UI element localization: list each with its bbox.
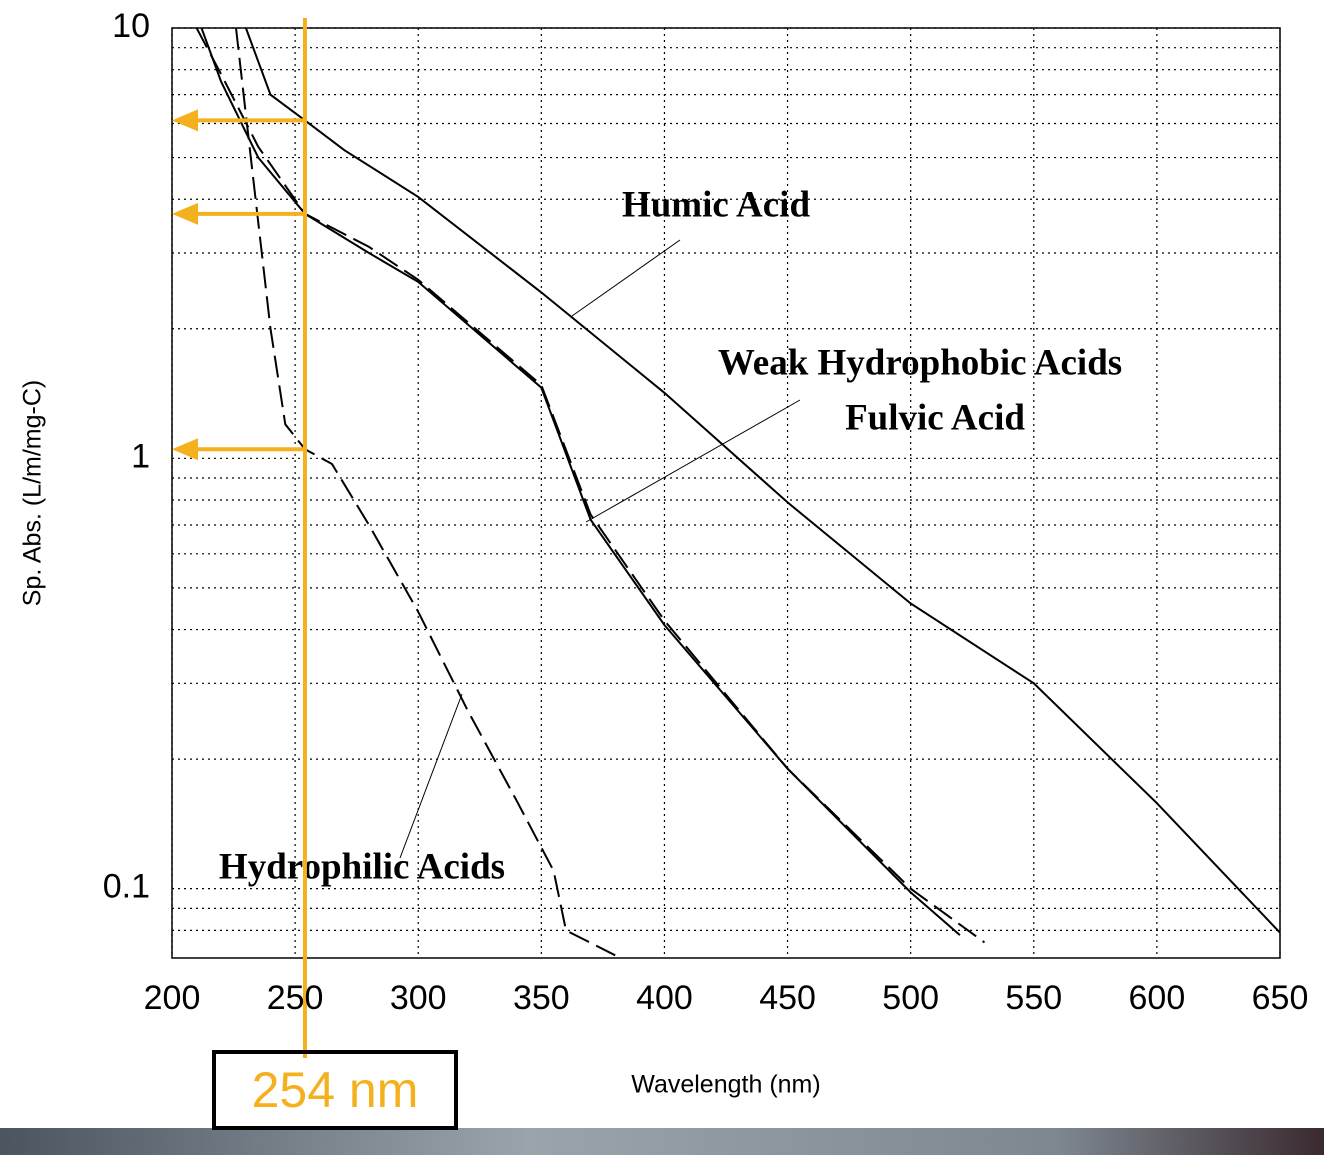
grid <box>171 27 1281 958</box>
series-label: Fulvic Acid <box>845 397 1025 438</box>
x-tick-label: 550 <box>1005 979 1062 1017</box>
marker <box>172 18 307 1058</box>
marker-arrowhead <box>172 202 198 225</box>
series-label: Weak Hydrophobic Acids <box>718 342 1122 383</box>
x-tick-label: 500 <box>882 979 939 1017</box>
series-label: Humic Acid <box>622 184 811 225</box>
x-tick-label: 200 <box>144 979 201 1017</box>
pointer <box>571 239 681 317</box>
x-tick-label: 650 <box>1252 979 1309 1017</box>
x-tick-label: 350 <box>513 979 570 1017</box>
series-line <box>235 28 616 957</box>
marker-arrowhead <box>172 438 198 461</box>
marker-label: 254 nm <box>252 1062 419 1118</box>
series-label: Hydrophilic Acids <box>219 846 505 887</box>
y-tick-label: 0.1 <box>103 868 150 906</box>
curves <box>195 28 1280 957</box>
plot-frame <box>171 27 1281 959</box>
marker-box <box>212 1050 458 1130</box>
x-tick-label: 300 <box>390 979 447 1017</box>
y-axis-title: Sp. Abs. (L/m/mg-C) <box>19 380 47 606</box>
x-tick-label: 400 <box>636 979 693 1017</box>
y-tick-label: 10 <box>112 7 150 45</box>
x-axis-title: Wavelength (nm) <box>631 1071 820 1099</box>
annotations: Humic Acid Weak Hydrophobic Acids Fulvic A… <box>219 184 1122 887</box>
x-tick-label: 250 <box>267 979 324 1017</box>
marker-arrowhead <box>172 109 198 132</box>
pointer <box>585 399 801 523</box>
series-line <box>244 28 1280 934</box>
series-line <box>200 28 961 936</box>
series-line <box>195 28 986 944</box>
y-tick-label: 1 <box>131 437 150 475</box>
x-tick-label: 600 <box>1129 979 1186 1017</box>
x-tick-label: 450 <box>759 979 816 1017</box>
pointer <box>399 693 463 859</box>
background-strip <box>0 1128 1324 1155</box>
